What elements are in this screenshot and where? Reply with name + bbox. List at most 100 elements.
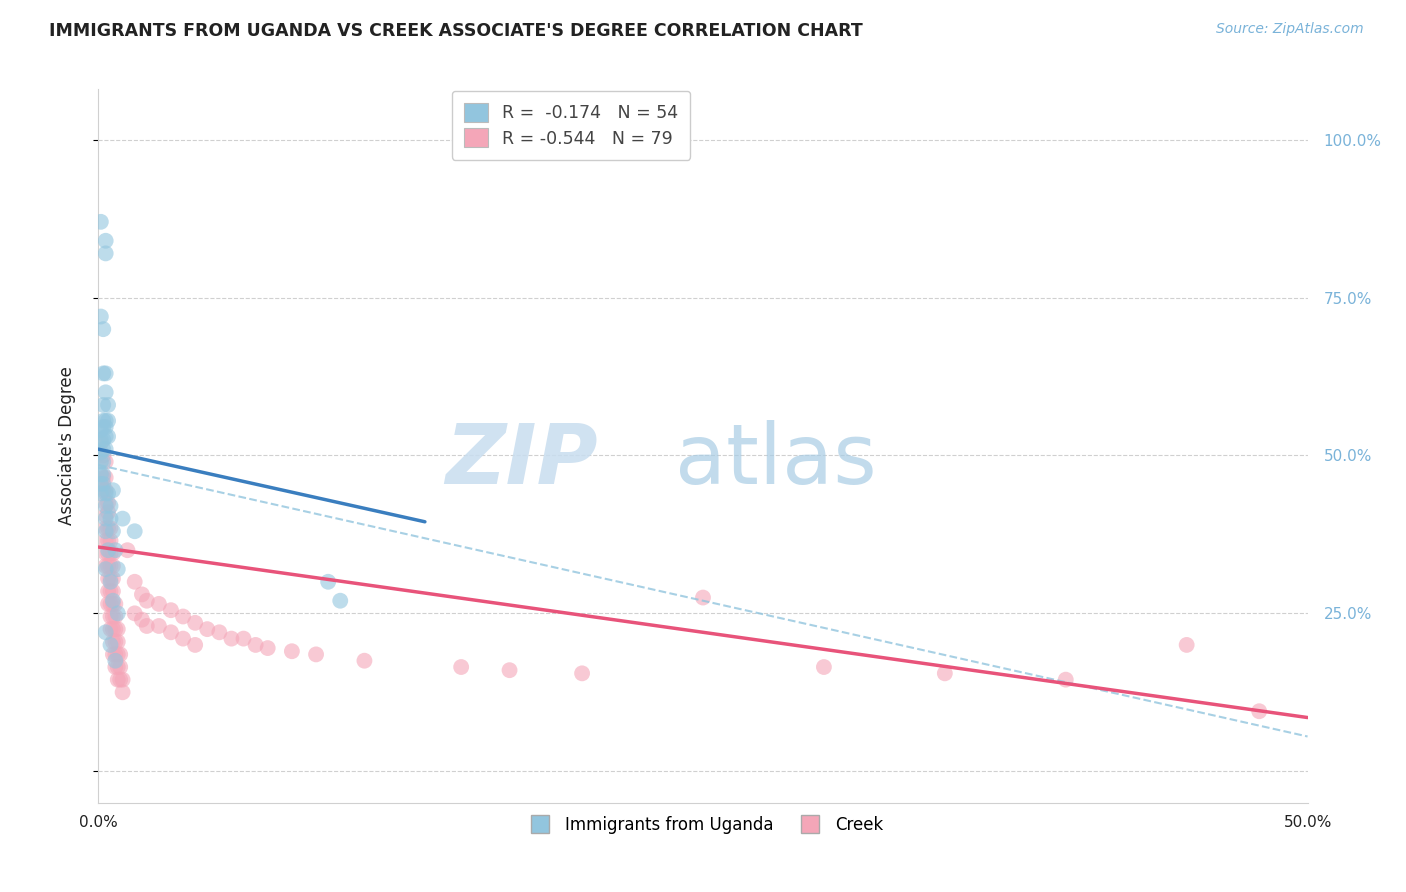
Point [94,246,117,260]
Point [813,660,835,674]
Point [117,543,139,558]
Point [221,632,243,646]
Point [104,609,127,624]
Point [100,622,122,636]
Point [97,597,120,611]
Point [1175,638,1198,652]
Point [91,470,114,484]
Point [124,524,146,539]
Point [97,584,120,599]
Point [131,587,153,601]
Point [90,423,112,437]
Point [100,574,122,589]
Point [90,486,112,500]
Point [100,546,122,560]
Point [97,572,120,586]
Point [94,562,117,576]
Point [90,455,112,469]
Point [107,607,129,621]
Point [148,597,170,611]
Point [101,622,124,636]
Point [184,615,207,630]
Point [101,609,124,624]
Point [281,644,304,658]
Point [111,511,134,525]
Point [101,597,124,611]
Point [104,622,127,636]
Point [91,433,114,447]
Point [100,521,122,535]
Point [353,654,375,668]
Point [90,310,112,324]
Point [107,634,129,648]
Point [107,562,129,576]
Point [94,559,117,574]
Point [101,572,124,586]
Point [94,483,117,498]
Point [100,597,122,611]
Point [100,499,122,513]
Point [94,524,117,539]
Point [94,470,117,484]
Point [111,673,134,687]
Point [101,648,124,662]
Legend: Immigrants from Uganda, Creek: Immigrants from Uganda, Creek [516,810,890,841]
Point [692,591,714,605]
Point [97,543,120,558]
Point [104,660,127,674]
Point [232,632,254,646]
Point [104,648,127,662]
Point [97,496,120,510]
Point [94,442,117,457]
Point [107,622,129,636]
Point [450,660,472,674]
Point [104,543,127,558]
Point [160,625,183,640]
Point [104,597,127,611]
Point [97,398,120,412]
Point [94,486,117,500]
Point [91,449,114,463]
Point [100,584,122,599]
Point [101,559,124,574]
Point [329,593,352,607]
Point [108,660,131,674]
Point [208,625,231,640]
Point [97,505,120,519]
Point [94,533,117,548]
Point [107,660,129,674]
Point [100,572,122,586]
Point [91,476,114,491]
Point [107,673,129,687]
Text: ZIP: ZIP [446,420,598,500]
Point [91,414,114,428]
Point [316,574,339,589]
Point [101,634,124,648]
Point [108,673,131,687]
Point [94,625,117,640]
Point [104,634,127,648]
Point [90,215,112,229]
Point [94,499,117,513]
Point [91,420,114,434]
Point [172,632,194,646]
Point [94,521,117,535]
Point [94,511,117,525]
Point [91,322,114,336]
Point [90,433,112,447]
Point [90,467,112,482]
Point [107,648,129,662]
Point [101,524,124,539]
Point [124,574,146,589]
Point [124,607,146,621]
Point [245,638,267,652]
Point [97,559,120,574]
Point [101,546,124,560]
Point [90,435,112,450]
Point [100,609,122,624]
Point [94,385,117,400]
Point [94,455,117,469]
Point [91,483,114,498]
Point [934,666,956,681]
Point [172,609,194,624]
